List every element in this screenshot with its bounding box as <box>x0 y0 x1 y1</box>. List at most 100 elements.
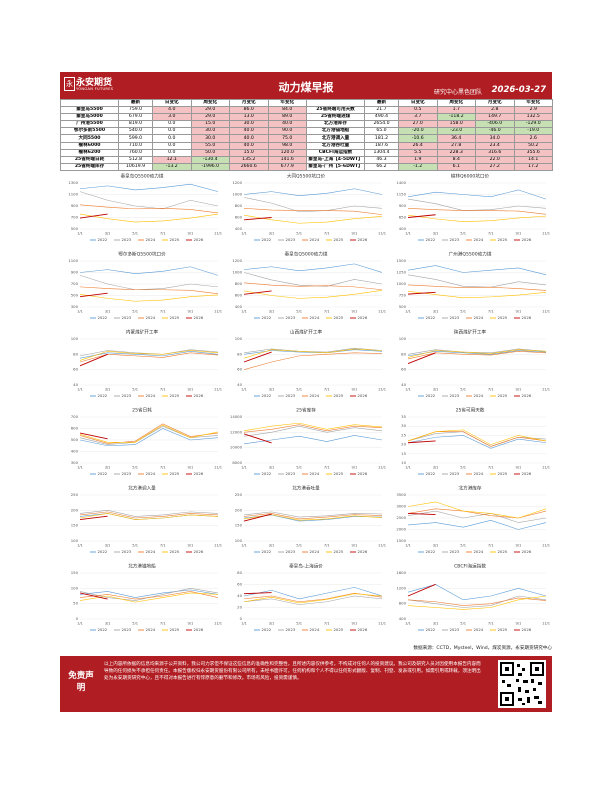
y-tick-label: 1200 <box>232 180 242 185</box>
y-tick-label: 1150 <box>396 192 406 197</box>
x-tick-label: 9/1 <box>352 622 358 626</box>
x-tick-label: 9/1 <box>352 232 358 236</box>
x-tick-label: 1/1 <box>77 388 83 392</box>
table-cell: 98.0 <box>267 141 307 150</box>
y-tick-label: 100 <box>235 336 243 341</box>
table-cell: 540.0 <box>118 127 153 136</box>
legend-label: 2023 <box>122 237 132 242</box>
y-tick-label: 400 <box>399 226 407 231</box>
series-line <box>407 519 547 530</box>
row-label: 北方港库存 <box>306 120 365 129</box>
y-tick-label: 400 <box>71 449 79 454</box>
x-tick-label: 5/1 <box>460 622 466 626</box>
table-cell: 132.5 <box>513 113 553 122</box>
legend-label: 2024 <box>146 627 156 632</box>
row-label: 北方港锚地船 <box>306 127 365 136</box>
series-line <box>243 352 383 370</box>
x-tick-label: 9/1 <box>516 622 522 626</box>
y-tick-label: 400 <box>235 226 243 231</box>
chart-title: 25省可用天数 <box>456 407 485 414</box>
legend-label: 2024 <box>146 471 156 476</box>
series-line <box>243 282 383 291</box>
table-cell: -129.0 <box>513 120 553 129</box>
x-tick-label: 9/1 <box>516 310 522 314</box>
series-line <box>407 208 547 215</box>
x-tick-label: 11/1 <box>542 466 550 470</box>
table-cell: 4.0 <box>152 106 192 115</box>
table-row: 秦皇岛5500 759.0 4.0 29.0 86.0 84.0 25省终端可用天数 21.7… <box>60 106 553 115</box>
table-cell: 3.0 <box>152 113 192 122</box>
y-tick-label: 100 <box>71 336 79 341</box>
y-tick-label: 1250 <box>396 270 406 275</box>
series-line <box>79 511 219 519</box>
series-line <box>243 425 383 437</box>
chart-title: 北方港吞吐量 <box>292 485 320 492</box>
y-tick-label: 60 <box>237 582 242 587</box>
legend-label: 2023 <box>122 549 132 554</box>
y-tick-label: 150 <box>235 523 243 528</box>
x-tick-label: 3/1 <box>269 544 275 548</box>
y-tick-label: 700 <box>71 414 79 419</box>
x-tick-label: 7/1 <box>160 544 166 548</box>
table-cell: 181.2 <box>364 134 399 143</box>
series-line <box>407 265 547 276</box>
series-line <box>79 432 108 440</box>
table-cell: 158.0 <box>436 120 476 129</box>
x-tick-label: 9/1 <box>516 466 522 470</box>
row-label: 秦皇岛-上海【4-5DWT】 <box>306 155 365 164</box>
logo: 永 永安期货 YONGAN FUTURES <box>64 75 122 95</box>
y-tick-label: 400 <box>235 304 243 309</box>
legend-label: 2024 <box>310 237 320 242</box>
y-tick-label: 30 <box>401 423 406 428</box>
table-row: 大同5500 599.0 0.0 30.0 40.0 75.0 北方港调入量 181.2 -10… <box>60 134 553 143</box>
series-line <box>79 350 219 361</box>
legend-label: 2024 <box>310 627 320 632</box>
y-tick-label: 150 <box>71 570 79 575</box>
header-cell <box>60 98 119 108</box>
x-tick-label: 9/1 <box>188 310 194 314</box>
row-label: 秦皇岛5000 <box>60 113 119 122</box>
chart-title: 北方港库存 <box>459 485 482 492</box>
x-tick-label: 7/1 <box>324 466 330 470</box>
x-tick-label: 9/1 <box>352 310 358 314</box>
y-tick-label: 10 <box>401 460 406 465</box>
table-cell: 1304.4 <box>364 148 399 157</box>
chart-title: 大同Q5500坑口价 <box>287 173 326 180</box>
series-line <box>243 263 383 273</box>
row-label: 秦皇岛5500 <box>60 106 119 115</box>
table-cell: 90.0 <box>267 127 307 136</box>
x-tick-label: 3/1 <box>269 310 275 314</box>
x-tick-label: 7/1 <box>324 622 330 626</box>
legend-label: 2022 <box>426 627 436 632</box>
legend-label: 2024 <box>310 315 320 320</box>
x-tick-label: 3/1 <box>269 466 275 470</box>
legend-label: 2022 <box>426 549 436 554</box>
y-tick-label: 900 <box>71 270 79 275</box>
series-line <box>79 213 219 223</box>
x-tick-label: 7/1 <box>488 544 494 548</box>
table-cell: 187.6 <box>364 141 399 150</box>
x-tick-label: 1/1 <box>405 310 411 314</box>
x-tick-label: 5/1 <box>460 232 466 236</box>
legend-label: 2022 <box>426 471 436 476</box>
table-cell: -118.2 <box>436 113 476 122</box>
x-tick-label: 3/1 <box>269 232 275 236</box>
legend-label: 2026 <box>358 393 368 398</box>
x-tick-label: 7/1 <box>488 466 494 470</box>
series-line <box>407 348 547 355</box>
series-line <box>79 275 219 291</box>
chart-title: 山西煤矿开工率 <box>290 329 323 336</box>
y-tick-label: 100 <box>71 538 79 543</box>
x-tick-label: 3/1 <box>105 388 111 392</box>
series-line <box>407 291 547 299</box>
chart-title: 鄂尔多斯Q5500坑口价 <box>118 251 166 258</box>
y-tick-label: 600 <box>235 215 243 220</box>
series-line <box>407 274 547 288</box>
table-cell: 15.0 <box>190 120 230 129</box>
y-tick-label: 200 <box>71 507 79 512</box>
series-line <box>243 593 383 604</box>
x-tick-label: 11/1 <box>378 310 386 314</box>
legend-label: 2022 <box>262 315 272 320</box>
legend-label: 2023 <box>450 393 460 398</box>
legend-label: 2025 <box>498 471 508 476</box>
